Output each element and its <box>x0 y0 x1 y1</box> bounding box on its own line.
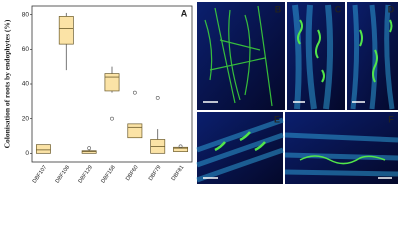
outlier <box>155 95 160 100</box>
panel-letter: C <box>335 4 342 14</box>
micrographs: B C D E F <box>196 2 399 184</box>
y-axis-label: Colonisation of roots by endophytes (%) <box>3 19 12 148</box>
x-tick-label: DBF60 <box>125 165 140 182</box>
y-tick-label: 80 <box>22 11 30 18</box>
scale-bars <box>203 101 392 179</box>
panel-letter: E <box>274 114 280 124</box>
box <box>173 146 189 152</box>
x-tick-label: DBF81 <box>171 165 186 182</box>
box <box>58 16 74 45</box>
box <box>104 73 120 92</box>
y-tick-label: 40 <box>22 81 30 88</box>
x-tick-label: DBF129 <box>77 165 93 185</box>
box-plot: Colonisation of roots by endophytes (%) … <box>3 5 193 185</box>
x-tick-label: DBF79 <box>148 165 163 182</box>
root-cells <box>292 4 334 110</box>
outlier <box>110 116 114 121</box>
outlier <box>132 90 137 95</box>
hyphae <box>359 19 393 83</box>
x-tick-label: DBF108 <box>55 165 71 185</box>
micrograph <box>197 2 285 110</box>
y-tick-label: 20 <box>22 115 30 122</box>
hyphae <box>299 155 386 165</box>
box <box>35 144 51 154</box>
root-cells <box>350 4 395 110</box>
outlier <box>178 144 183 149</box>
figure: Colonisation of roots by endophytes (%) … <box>3 2 399 185</box>
panel-letter: D <box>388 4 395 14</box>
y-tick-label: 0 <box>25 150 29 157</box>
root-cells <box>196 117 284 183</box>
panel-letter: F <box>388 114 394 124</box>
box <box>81 150 97 154</box>
hyphae <box>297 19 325 83</box>
outlier <box>87 146 92 151</box>
box <box>127 123 143 139</box>
y-tick-label: 60 <box>22 46 30 53</box>
hyphae <box>204 5 273 107</box>
hyphae <box>214 131 266 152</box>
panel-letter: A <box>181 8 188 18</box>
panel-letter: B <box>275 4 282 14</box>
x-tick-label: DBF107 <box>32 165 48 185</box>
x-tick-label: DBF158 <box>100 165 116 185</box>
